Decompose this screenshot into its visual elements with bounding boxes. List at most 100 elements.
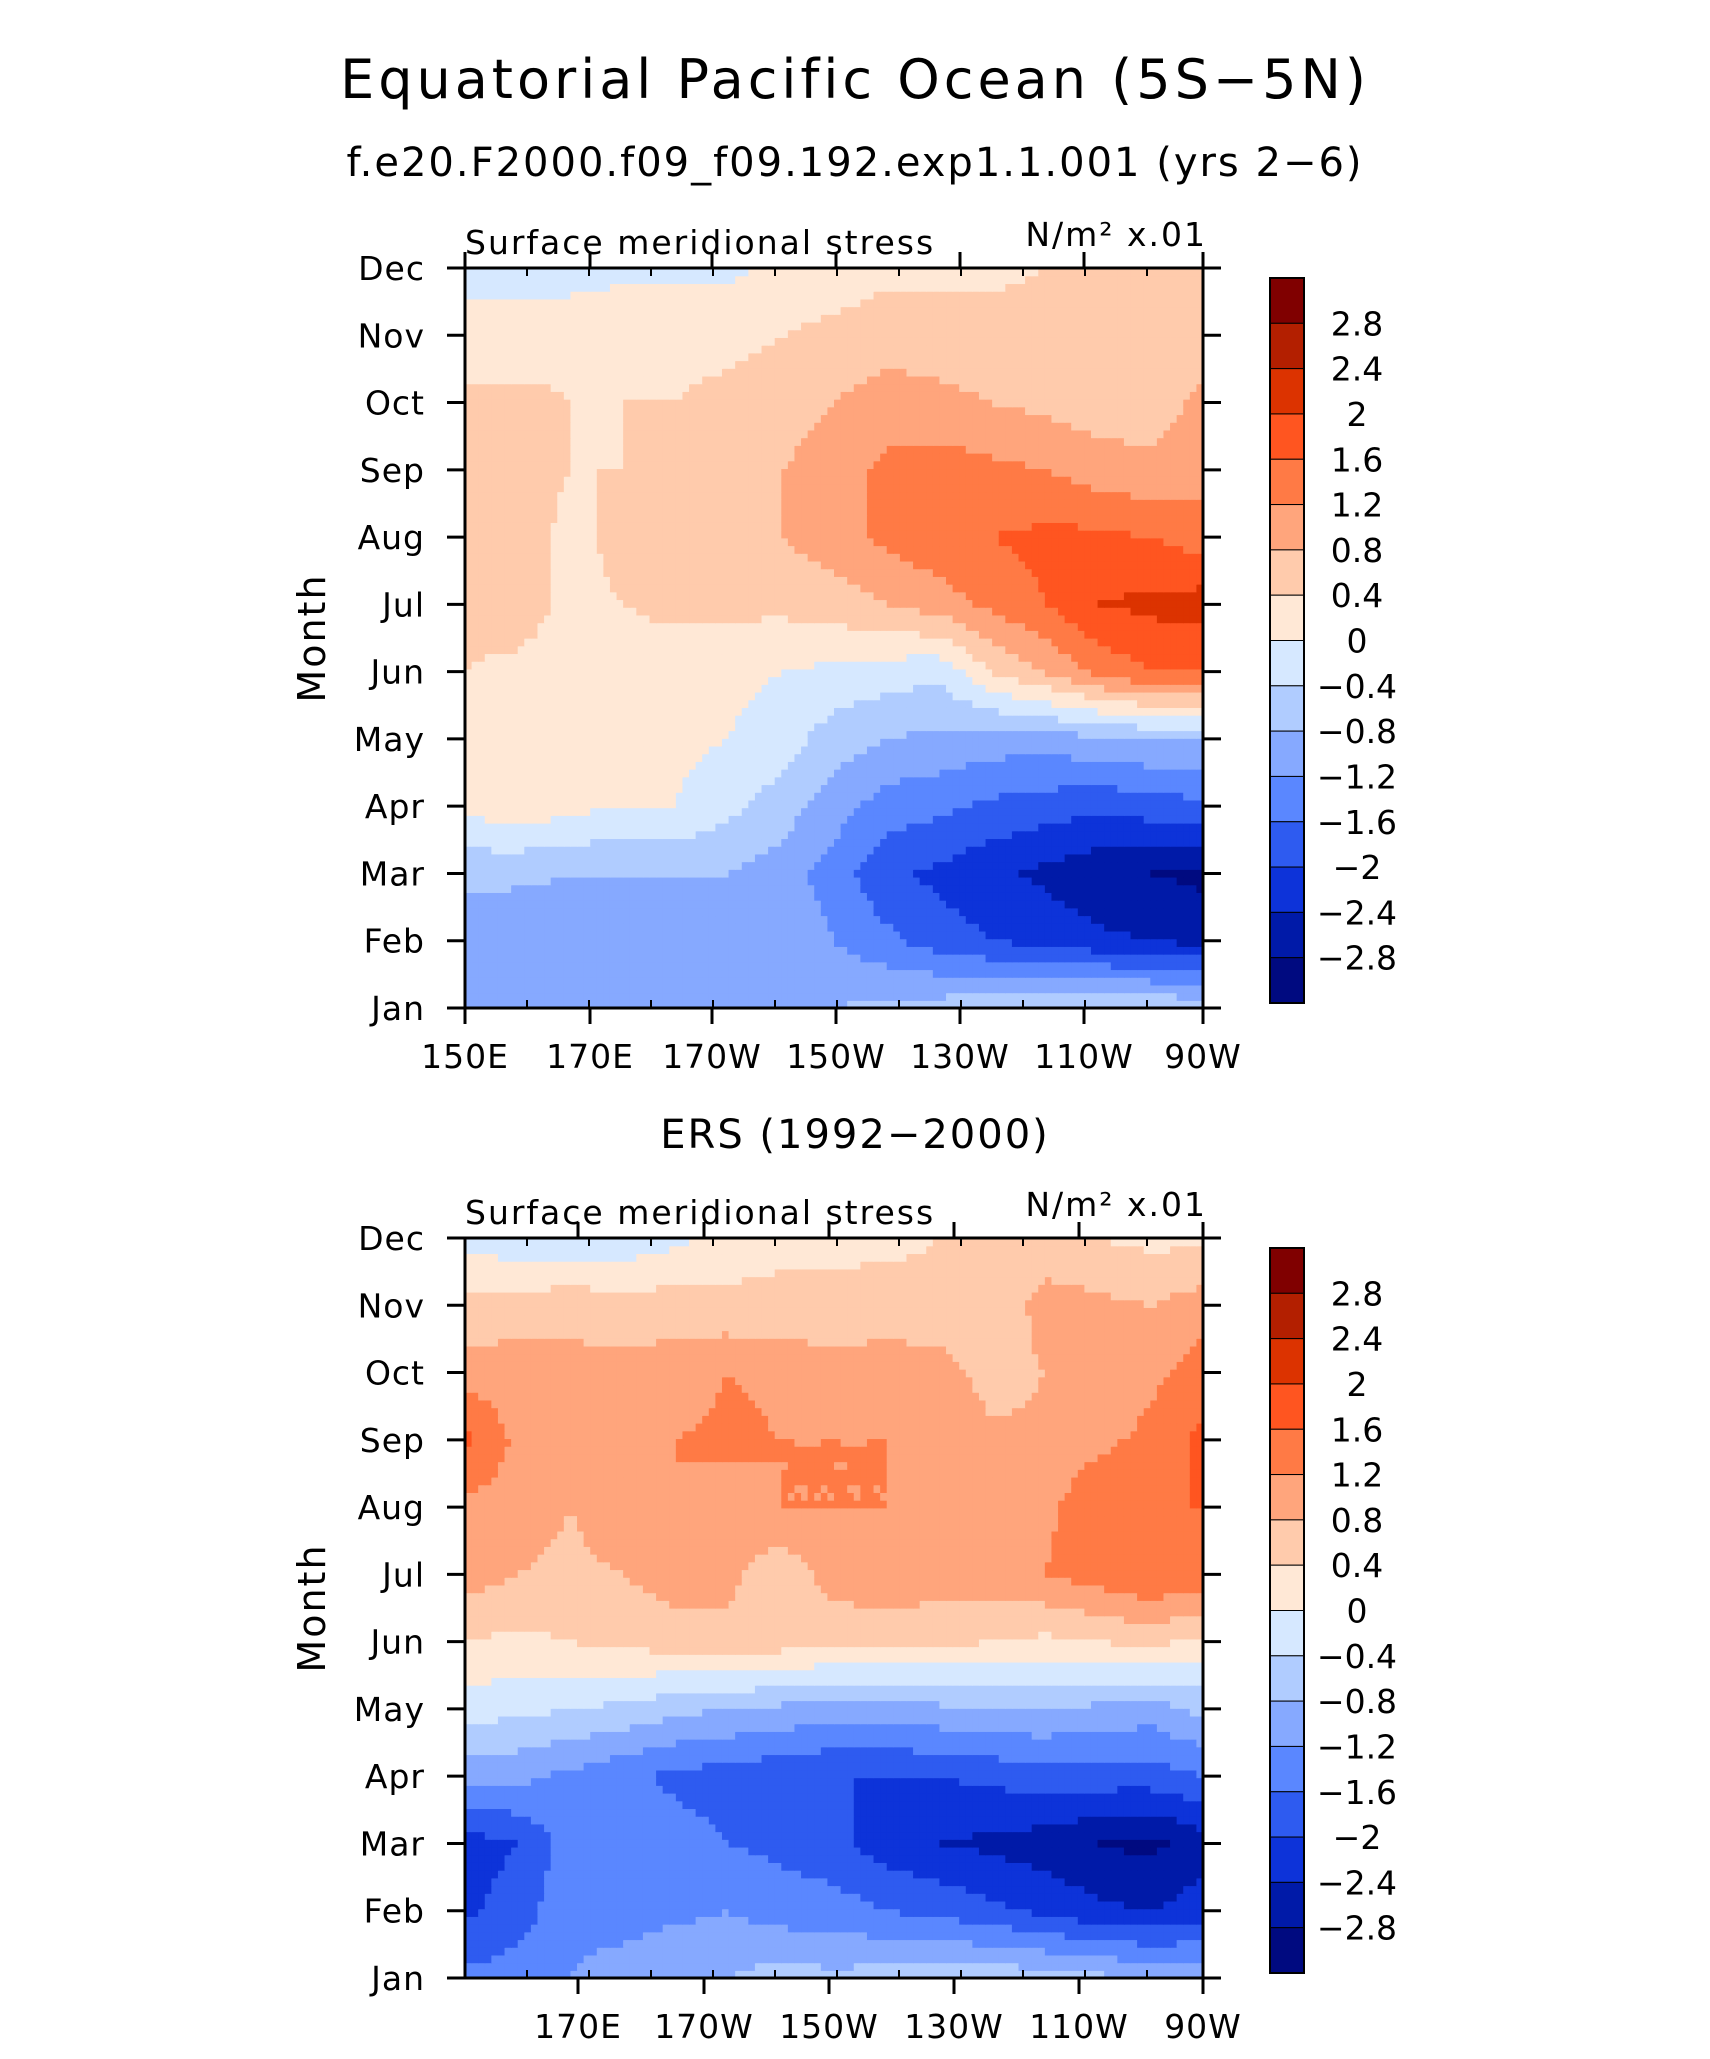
contour-cell bbox=[906, 684, 914, 693]
contour-cell bbox=[998, 938, 1006, 947]
contour-cell bbox=[1051, 776, 1059, 786]
contour-cell bbox=[550, 730, 558, 739]
contour-cell bbox=[478, 838, 486, 847]
contour-cell bbox=[1130, 884, 1138, 893]
contour-cell bbox=[959, 930, 967, 940]
contour-cell bbox=[985, 769, 993, 778]
contour-cell bbox=[978, 738, 987, 747]
contour-cell bbox=[768, 930, 776, 940]
contour-cell bbox=[932, 1000, 941, 1009]
contour-cell bbox=[550, 969, 558, 978]
contour-cell bbox=[1123, 830, 1132, 840]
contour-cell bbox=[952, 930, 960, 940]
contour-cell bbox=[609, 784, 618, 793]
contour-cell bbox=[834, 946, 842, 955]
contour-cell bbox=[1090, 876, 1099, 886]
contour-cell bbox=[794, 661, 802, 670]
contour-cell bbox=[1011, 784, 1020, 793]
contour-cell bbox=[557, 761, 565, 770]
contour-cell bbox=[1005, 807, 1013, 816]
contour-cell bbox=[959, 884, 967, 893]
contour-cell bbox=[544, 715, 552, 724]
contour-cell bbox=[609, 707, 618, 716]
contour-cell bbox=[596, 745, 604, 755]
contour-cell bbox=[978, 846, 987, 855]
contour-cell bbox=[1189, 730, 1198, 739]
contour-cell bbox=[478, 869, 486, 878]
contour-cell bbox=[1104, 699, 1112, 708]
contour-cell bbox=[761, 915, 769, 924]
contour-cell bbox=[1038, 769, 1046, 778]
contour-cell bbox=[893, 699, 901, 708]
contour-cell bbox=[952, 830, 960, 840]
contour-cell bbox=[695, 869, 703, 878]
contour-cell bbox=[1123, 807, 1132, 816]
contour-cell bbox=[906, 892, 914, 901]
contour-cell bbox=[675, 745, 684, 755]
contour-cell bbox=[695, 961, 703, 971]
contour-cell bbox=[623, 792, 631, 801]
contour-cell bbox=[1038, 753, 1046, 762]
contour-cell bbox=[511, 792, 519, 801]
contour-cell bbox=[820, 892, 829, 901]
contour-cell bbox=[603, 946, 611, 955]
contour-cell bbox=[886, 1000, 894, 1009]
contour-cell bbox=[899, 668, 908, 678]
contour-cell bbox=[1005, 707, 1013, 716]
contour-cell bbox=[721, 699, 730, 708]
contour-cell bbox=[669, 946, 677, 955]
contour-cell bbox=[656, 884, 664, 893]
contour-cell bbox=[761, 969, 769, 978]
contour-cell bbox=[1097, 738, 1105, 747]
contour-cell bbox=[1143, 915, 1151, 924]
contour-cell bbox=[840, 776, 848, 786]
contour-cell bbox=[834, 761, 842, 770]
contour-cell bbox=[1123, 923, 1132, 932]
contour-cell bbox=[465, 730, 473, 739]
contour-cell bbox=[1044, 668, 1053, 678]
contour-cell bbox=[511, 799, 519, 809]
contour-cell bbox=[1097, 707, 1105, 716]
contour-cell bbox=[1011, 684, 1020, 693]
contour-cell bbox=[583, 668, 591, 678]
contour-cell bbox=[1176, 676, 1184, 685]
contour-cell bbox=[524, 707, 532, 716]
contour-cell bbox=[511, 954, 519, 963]
contour-cell bbox=[1025, 730, 1033, 739]
contour-cell bbox=[1130, 761, 1138, 770]
contour-cell bbox=[478, 722, 486, 732]
contour-cell bbox=[537, 969, 545, 978]
contour-cell bbox=[860, 730, 868, 739]
contour-cell bbox=[913, 830, 921, 840]
contour-cell bbox=[827, 691, 835, 701]
contour-cell bbox=[880, 869, 888, 878]
contour-cell bbox=[563, 977, 572, 986]
contour-cell bbox=[886, 869, 894, 878]
contour-cell bbox=[1077, 969, 1085, 978]
contour-cell bbox=[1071, 915, 1079, 924]
contour-cell bbox=[662, 815, 670, 824]
contour-cell bbox=[886, 792, 894, 801]
contour-cell bbox=[754, 738, 763, 747]
contour-cell bbox=[623, 730, 631, 739]
contour-cell bbox=[504, 846, 512, 855]
contour-cell bbox=[1170, 846, 1178, 855]
contour-cell bbox=[913, 846, 921, 855]
contour-cell bbox=[748, 799, 756, 809]
contour-cell bbox=[978, 676, 987, 685]
contour-cell bbox=[787, 992, 796, 1001]
contour-cell bbox=[557, 892, 565, 901]
contour-cell bbox=[807, 954, 815, 963]
contour-cell bbox=[524, 853, 532, 863]
contour-cell bbox=[735, 853, 743, 863]
contour-cell bbox=[853, 715, 861, 724]
contour-cell bbox=[1176, 984, 1184, 994]
contour-cell bbox=[1084, 738, 1092, 747]
contour-cell bbox=[866, 668, 875, 678]
contour-cell bbox=[998, 907, 1006, 917]
contour-cell bbox=[774, 745, 782, 755]
contour-cell bbox=[801, 707, 809, 716]
contour-cell bbox=[715, 861, 723, 870]
contour-cell bbox=[774, 930, 782, 940]
contour-cell bbox=[1104, 969, 1112, 978]
